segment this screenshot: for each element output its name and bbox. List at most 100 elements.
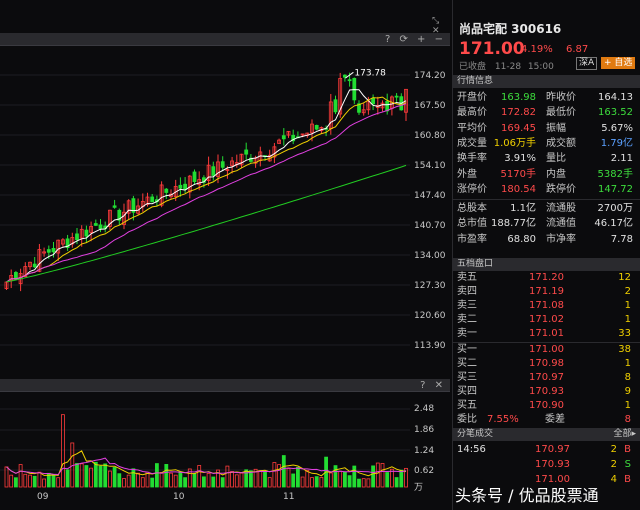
quote-value: 1.1亿 <box>510 203 536 215</box>
quote-value: 3.91% <box>504 153 536 165</box>
quote-key: 量比 <box>546 153 566 165</box>
volume-bar <box>122 478 126 488</box>
candle <box>159 184 164 206</box>
quote-info-title: 行情信息 <box>457 76 494 86</box>
stock-name-code: 尚品宅配 300616 <box>459 22 562 36</box>
orderbook-row[interactable]: 买五 170.90 1 <box>457 399 637 413</box>
volume-bar <box>291 473 296 488</box>
candle <box>28 261 32 268</box>
volume-bar <box>385 472 390 488</box>
volume-bar <box>131 468 136 488</box>
volume-bar <box>93 461 98 488</box>
candle <box>361 109 366 114</box>
level-price: 171.08 <box>529 300 564 311</box>
orderbook-row[interactable]: 买一 171.00 38 <box>457 343 637 357</box>
quote-key: 总股本 <box>457 203 487 215</box>
candle <box>244 149 249 155</box>
candle <box>300 133 305 136</box>
price-tick: 140.70 <box>414 221 446 231</box>
volume-bar <box>347 475 352 488</box>
volume-bar <box>239 472 244 488</box>
level-label: 买一 <box>457 344 477 355</box>
orderbook-row[interactable]: 买二 170.98 1 <box>457 357 637 371</box>
tick-row: 171.00 4 B <box>457 473 637 487</box>
orderbook-row[interactable]: 卖三 171.08 1 <box>457 299 637 313</box>
volume-bar <box>206 472 211 488</box>
volume-tick: 1.86 <box>414 425 435 435</box>
candle <box>178 184 183 189</box>
volume-bar <box>267 477 272 488</box>
quote-key: 成交量 <box>457 137 487 149</box>
quote-key: 最低价 <box>546 107 576 119</box>
orderbook-row[interactable]: 卖五 171.20 12 <box>457 271 637 285</box>
candle <box>89 226 93 233</box>
quote-key: 换手率 <box>457 153 487 165</box>
candlestick-chart[interactable]: 173.78 <box>0 45 450 365</box>
orderbook-row[interactable]: 卖四 171.19 2 <box>457 285 637 299</box>
ratio-value: 7.55% <box>487 414 519 425</box>
level-price: 170.93 <box>529 386 564 397</box>
status-text: 已收盘 <box>459 62 487 72</box>
volume-bar <box>159 471 164 488</box>
level-label: 卖五 <box>457 272 477 283</box>
level-qty: 1 <box>624 314 631 325</box>
change-amount: 6.87 <box>566 44 589 55</box>
volume-bar <box>154 463 159 488</box>
volume-bar <box>79 463 84 488</box>
tick-side: S <box>624 459 631 470</box>
volume-chart[interactable] <box>0 392 450 492</box>
volume-bar <box>295 466 300 488</box>
volume-pane-tools[interactable]: ? ✕ <box>420 380 446 391</box>
quote-key: 市净率 <box>546 233 576 245</box>
quote-row: 成交量 1.06万手 成交额 1.79亿 <box>457 136 637 151</box>
volume-bar <box>183 477 188 488</box>
volume-bar <box>371 465 376 488</box>
quote-key: 跌停价 <box>546 183 576 195</box>
quote-key: 内盘 <box>546 168 566 180</box>
volume-bar <box>164 464 169 488</box>
add-watchlist-button[interactable]: + 自选 <box>601 57 636 69</box>
candle <box>126 200 131 214</box>
tick-qty: 4 <box>610 474 617 485</box>
candle <box>56 239 61 254</box>
close-icon[interactable]: ✕ <box>432 26 440 36</box>
candle <box>98 224 103 229</box>
candle <box>4 281 9 290</box>
market-button[interactable]: 深A <box>576 57 598 70</box>
volume-tick: 2.48 <box>414 404 435 414</box>
ma10-line <box>6 96 407 283</box>
level-label: 买五 <box>457 400 477 411</box>
ticks-all-button[interactable]: 全部▸ <box>613 429 636 439</box>
quote-value: 7.78 <box>610 233 633 245</box>
volume-bar <box>286 468 291 488</box>
volume-tick: 0.62 <box>414 466 435 476</box>
volume-bar <box>225 465 230 488</box>
quote-row: 市盈率 68.80 市净率 7.78 <box>457 232 637 247</box>
volume-bar <box>380 463 385 488</box>
quote-key: 市盈率 <box>457 233 487 245</box>
orderbook-row[interactable]: 买三 170.97 8 <box>457 371 637 385</box>
candle <box>342 74 347 78</box>
volume-bar <box>248 470 253 488</box>
price-pane-tools[interactable]: ? ⟳ + − <box>385 34 446 45</box>
move-icon[interactable]: ⤡ <box>432 16 440 26</box>
orderbook-row[interactable]: 卖一 171.01 33 <box>457 327 637 341</box>
volume-bar <box>263 470 267 488</box>
volume-bar <box>75 463 79 488</box>
volume-bar <box>197 465 202 488</box>
candle <box>51 248 56 253</box>
level-qty: 12 <box>618 272 631 283</box>
orderbook-row[interactable]: 买四 170.93 9 <box>457 385 637 399</box>
volume-bar <box>394 477 399 488</box>
volume-bar <box>333 465 338 488</box>
volume-bar <box>108 470 112 488</box>
volume-bar <box>178 472 183 488</box>
level-label: 卖四 <box>457 286 477 297</box>
volume-bar <box>216 469 220 488</box>
volume-bar <box>375 462 380 488</box>
volume-bar <box>136 472 141 488</box>
orderbook-row[interactable]: 卖二 171.02 1 <box>457 313 637 327</box>
volume-bar <box>126 474 131 488</box>
diff-label: 委差 <box>545 414 565 425</box>
candle <box>131 198 136 213</box>
